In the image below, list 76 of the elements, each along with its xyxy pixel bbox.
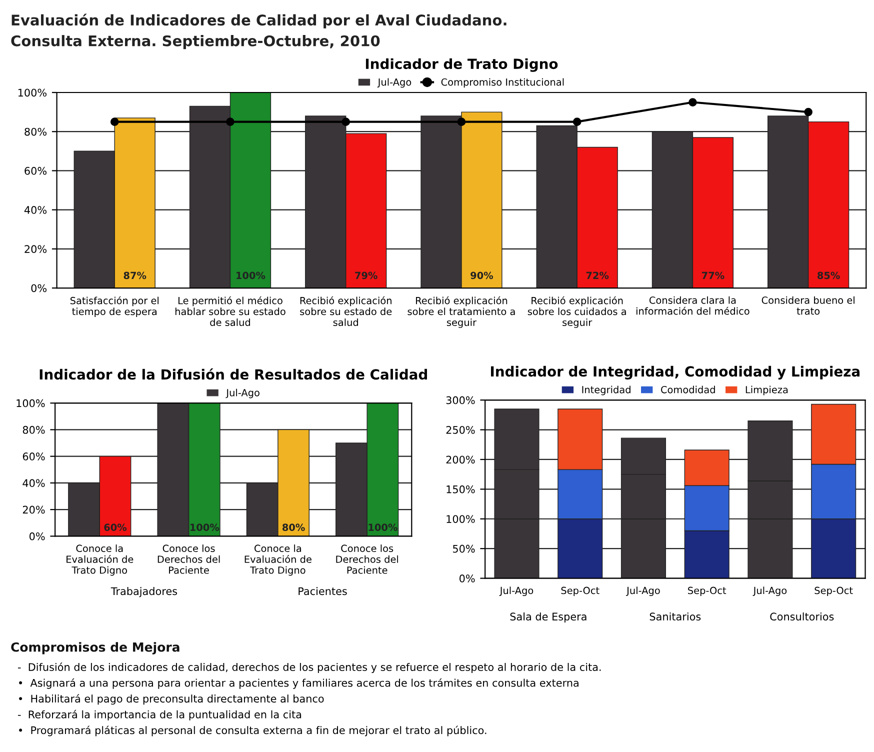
x-tick-label: Considera bueno el trato	[762, 296, 854, 315]
y-tick-label: 40%	[24, 206, 47, 214]
text: Sala de Espera	[510, 612, 586, 623]
x-tick-label: Conoce la Evaluación de Trato Digno	[66, 544, 134, 576]
x-tick-label: Considera clara la información del médico	[636, 296, 750, 315]
legend-label: Comodidad	[661, 386, 715, 394]
y-tick-label: 300%	[446, 396, 475, 404]
text: Compromisos de Mejora	[11, 642, 180, 654]
chart-title: Indicador de la Difusión de Resultados de Calidad	[40, 368, 427, 380]
y-tick-label: 0%	[460, 574, 475, 582]
y-tick-label: 0%	[30, 532, 45, 540]
data-label: 100%	[368, 524, 398, 532]
data-label: 60%	[104, 524, 127, 532]
legend-label: Jul-Ago	[226, 388, 260, 398]
data-label: 100%	[236, 272, 266, 280]
data-label: 100%	[190, 524, 220, 532]
legend-label: Limpieza	[746, 386, 788, 396]
y-tick-label: 200%	[446, 456, 475, 464]
y-tick-label: 20%	[24, 245, 47, 254]
x-tick-label: Conoce los Derechos del Paciente	[158, 544, 220, 574]
data-label: 72%	[586, 272, 609, 280]
x-tick-label: Conoce los Derechos del Paciente	[336, 544, 398, 574]
x-tick-label: Sep-Oct	[688, 586, 726, 596]
text: Pacientes	[298, 587, 347, 596]
y-tick-label: 50%	[453, 544, 475, 553]
x-tick-label: Le permitió el médico hablar sobre su estado de salud	[175, 296, 286, 326]
data-label: 85%	[818, 272, 840, 280]
point	[457, 118, 466, 126]
x-tick-label: Jul-Ago	[626, 586, 660, 596]
point	[572, 118, 582, 126]
y-tick-label: 100%	[18, 88, 47, 97]
text: Sanitarios	[650, 612, 701, 621]
point	[110, 118, 119, 126]
x-tick-label: Recibió explicación sobre su estado de salud	[300, 296, 392, 326]
y-tick-label: 150%	[446, 485, 475, 494]
y-tick-label: 60%	[24, 166, 47, 175]
text: • Habilitará el pago de preconsulta directamente al banco	[19, 694, 324, 705]
y-tick-label: 80%	[24, 128, 47, 136]
text: Consultorios	[770, 612, 834, 621]
x-tick-label: Jul-Ago	[752, 586, 787, 596]
x-tick-label: Satisfacción por el tiempo de espera	[70, 296, 158, 318]
point	[804, 108, 812, 116]
legend-label: Jul-Ago	[377, 78, 412, 88]
x-tick-label: Conoce la Evaluación de Trato Digno	[244, 544, 312, 576]
y-tick-label: 100%	[446, 515, 475, 523]
y-tick-label: 0%	[31, 284, 47, 292]
point	[342, 118, 350, 126]
text: Trabajadores	[110, 587, 178, 598]
x-tick-label: Recibió explicación sobre los cuidados a seguir	[528, 296, 626, 328]
data-label: 87%	[124, 272, 146, 280]
y-tick-label: 80%	[22, 426, 45, 434]
text: • Programará pláticas al personal de consulta externa a fin de mejorar el trato al público.	[19, 726, 486, 736]
point	[226, 118, 234, 126]
data-label: 77%	[702, 272, 724, 280]
x-tick-label: Recibió explicación sobre el tratamiento a seguir	[408, 296, 515, 328]
data-label: 79%	[355, 272, 378, 280]
legend-label: Compromiso Institucional	[441, 78, 564, 88]
y-tick-label: 100%	[16, 399, 45, 408]
x-tick-label: Sep-Oct	[814, 586, 853, 596]
text: - Reforzará la importancia de la puntualidad en la cita	[18, 710, 302, 720]
data-label: 80%	[282, 524, 305, 532]
y-tick-label: 60%	[22, 452, 45, 460]
text: • Asignará a una persona para orientar a pacientes y familiares acerca de los trámites en consulta externa	[19, 678, 578, 689]
text: Evaluación de Indicadores de Calidad por el Aval Ciudadano.	[12, 14, 506, 28]
y-tick-label: 250%	[446, 426, 475, 434]
y-tick-label: 20%	[22, 506, 45, 514]
text: Consulta Externa. Septiembre-Octubre, 2010	[11, 35, 380, 50]
text: - Difusión de los indicadores de calidad, derechos de los pacientes y se refuerce el respeto al horario de la cita.	[18, 662, 601, 674]
x-tick-label: Jul-Ago	[499, 586, 534, 596]
point	[688, 98, 697, 106]
chart-title: Indicador de Trato Digno	[366, 58, 558, 72]
chart-title: Indicador de Integridad, Comodidad y Limpieza	[491, 366, 860, 380]
data-label: 90%	[470, 272, 494, 280]
y-tick-label: 40%	[22, 479, 45, 488]
x-tick-label: Sep-Oct	[561, 586, 600, 596]
legend-label: Integridad	[582, 386, 630, 396]
